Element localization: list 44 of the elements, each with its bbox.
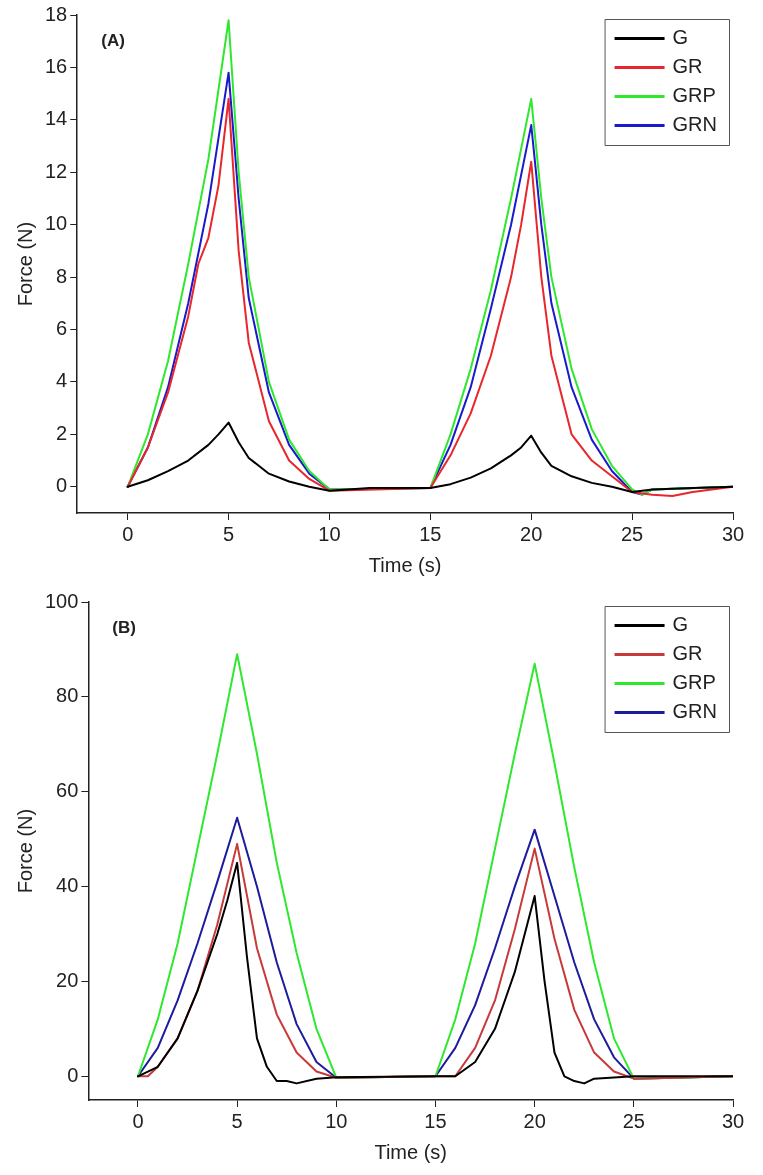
y-tick-label: 0 xyxy=(67,1063,79,1086)
y-tick-label: 40 xyxy=(56,874,79,897)
legend-label: GR xyxy=(672,55,703,78)
x-tick-label: 20 xyxy=(523,1109,546,1132)
x-tick-label: 5 xyxy=(231,1109,243,1132)
legend-label: GRP xyxy=(672,671,716,694)
x-tick-label: 20 xyxy=(520,522,543,545)
annotation: (B) xyxy=(112,618,136,638)
x-tick-label: 10 xyxy=(325,1109,348,1132)
x-tick-label: 0 xyxy=(122,522,134,545)
legend-label: GRN xyxy=(672,113,718,136)
y-tick-label: 100 xyxy=(44,589,79,612)
x-tick-label: 25 xyxy=(620,522,644,545)
y-tick-label: 20 xyxy=(56,968,79,991)
y-tick-label: 10 xyxy=(45,212,68,235)
y-tick-label: 16 xyxy=(45,54,68,77)
y-tick-label: 80 xyxy=(56,684,79,707)
x-axis-title: Time (s) xyxy=(374,1140,447,1163)
y-tick-label: 60 xyxy=(56,779,79,802)
y-tick-label: 12 xyxy=(45,159,68,182)
y-tick-label: 18 xyxy=(45,2,68,25)
x-tick-label: 30 xyxy=(721,522,745,545)
x-tick-label: 25 xyxy=(622,1109,645,1132)
legend-label: G xyxy=(672,613,689,636)
legend-label: GRN xyxy=(672,700,718,723)
legend-label: G xyxy=(672,26,689,49)
y-tick-label: 6 xyxy=(56,317,68,340)
y-axis-title: Force (N) xyxy=(13,808,36,894)
x-tick-label: 10 xyxy=(318,522,341,545)
x-tick-label: 0 xyxy=(132,1109,144,1132)
x-tick-label: 15 xyxy=(419,522,442,545)
annotation: (A) xyxy=(101,31,125,51)
y-tick-label: 8 xyxy=(56,264,68,287)
y-tick-label: 4 xyxy=(56,369,68,392)
y-tick-label: 14 xyxy=(45,107,68,130)
x-tick-label: 5 xyxy=(223,522,235,545)
y-tick-label: 0 xyxy=(56,474,68,497)
x-tick-label: 30 xyxy=(721,1109,745,1132)
legend-label: GR xyxy=(672,642,703,665)
legend-label: GRP xyxy=(672,84,716,107)
x-tick-label: 15 xyxy=(424,1109,447,1132)
y-axis-title: Force (N) xyxy=(13,221,36,307)
x-axis-title: Time (s) xyxy=(368,553,442,576)
y-tick-label: 2 xyxy=(56,421,68,444)
